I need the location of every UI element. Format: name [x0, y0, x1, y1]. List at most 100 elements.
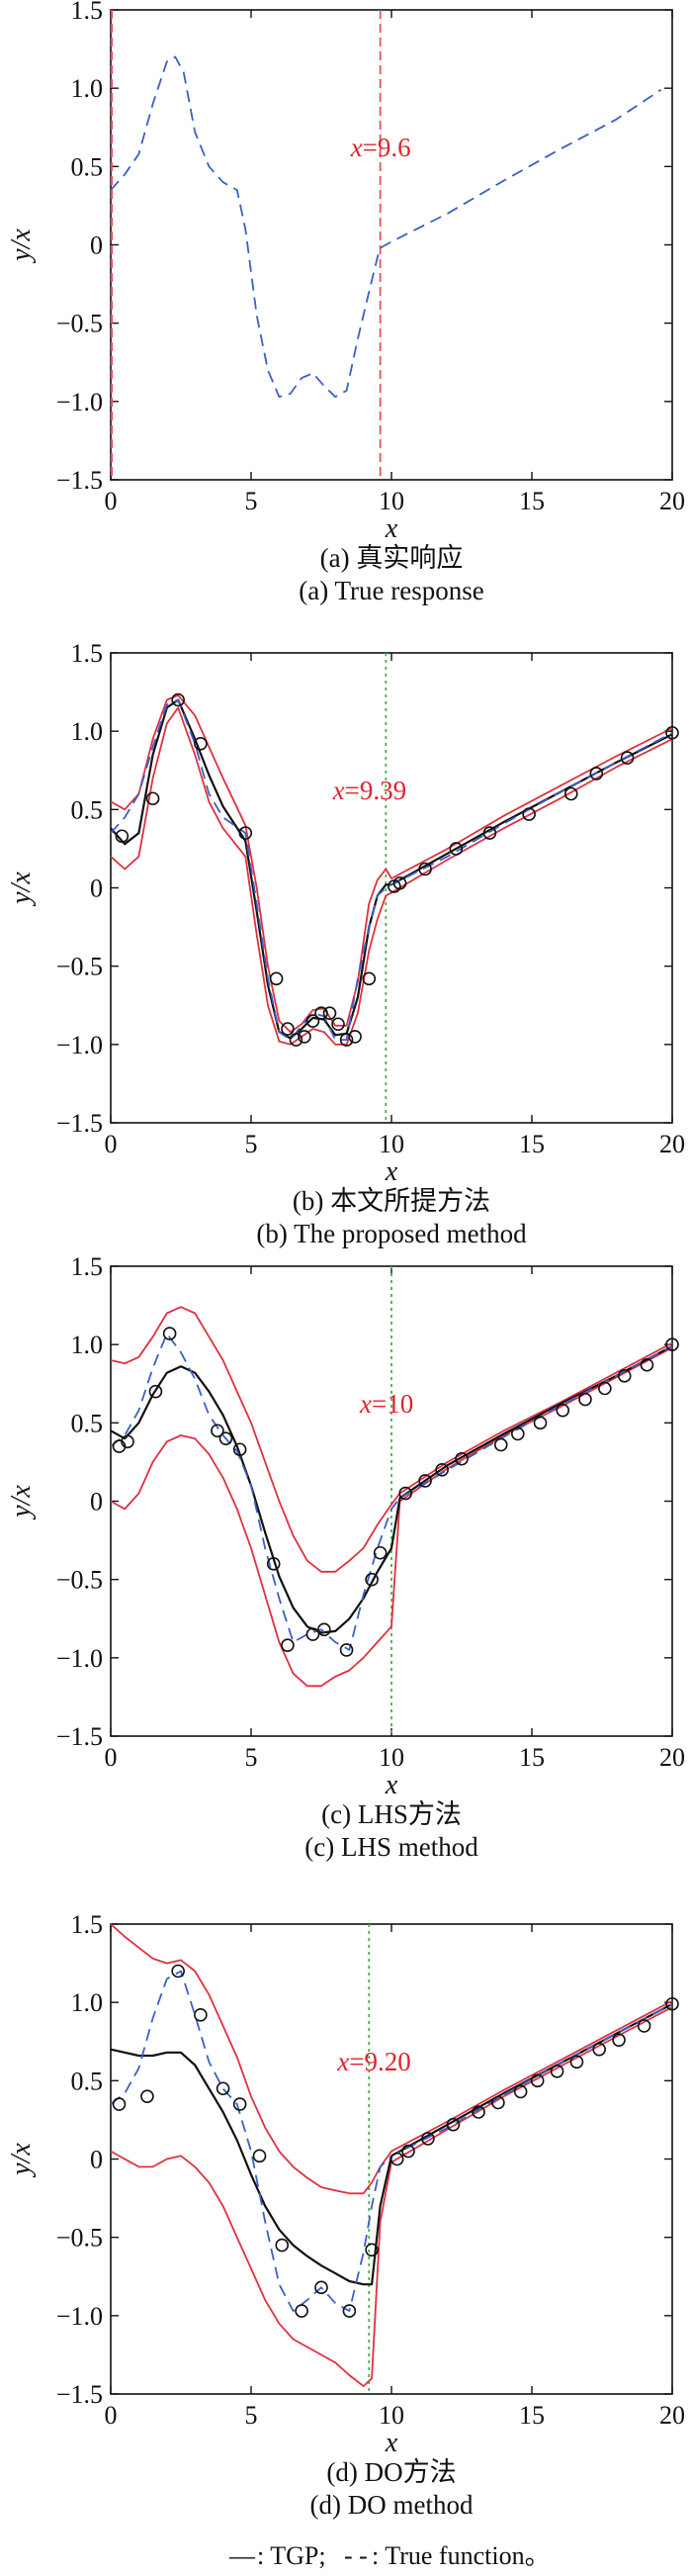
sample-point [115, 829, 130, 844]
y-axis-label: y/x [6, 1485, 37, 1520]
y-tick-label: 1.0 [71, 717, 104, 746]
sample-point [392, 875, 407, 890]
x-tick-label: 15 [519, 2401, 545, 2430]
sample-point [578, 1392, 592, 1407]
y-tick-label: 0.5 [71, 152, 104, 181]
sample-point [171, 1964, 185, 1978]
sample-point [563, 786, 578, 801]
y-tick-label: −1.0 [56, 388, 103, 416]
sample-point [418, 1474, 432, 1488]
sample-point [112, 2097, 127, 2111]
sample-point [216, 2081, 230, 2096]
sample-point [218, 1431, 233, 1445]
x-tick-label: 5 [245, 487, 258, 515]
sample-point [317, 1622, 331, 1637]
sample-point [665, 1996, 679, 2011]
chart-panel-3: 0 5 10 15 201.51.00.50−0.5−1.0−1.5xy/xx=10(c… [6, 1252, 685, 1862]
y-tick-label: −0.5 [56, 953, 103, 981]
sample-point [389, 2152, 404, 2166]
y-tick-label: 1.0 [71, 74, 104, 103]
sample-point [145, 791, 160, 806]
series-true-function [110, 1333, 673, 1651]
y-tick-label: −1.5 [56, 1109, 103, 1138]
caption-en: (c) LHS method [304, 1832, 478, 1862]
sample-point [665, 1337, 679, 1351]
y-tick-label: 1.5 [71, 1252, 104, 1281]
y-tick-label: 0 [90, 874, 103, 903]
sample-point [612, 2033, 626, 2047]
legend-true-symbol: - - [344, 2541, 368, 2570]
y-tick-label: −1.0 [56, 1031, 103, 1059]
sample-point [305, 1014, 320, 1028]
y-tick-label: 1.5 [71, 1910, 104, 1939]
sample-point [281, 1022, 295, 1036]
sample-point [550, 2065, 564, 2078]
y-axis-label: y/x [6, 229, 37, 264]
sample-point [342, 2304, 357, 2318]
x-axis-label: x [385, 1156, 398, 1187]
sample-point [493, 1437, 508, 1452]
y-tick-label: −1.0 [56, 2302, 103, 2331]
sample-point [331, 1017, 345, 1032]
y-tick-label: 0.5 [71, 2067, 104, 2095]
y-tick-label: −0.5 [56, 2224, 103, 2253]
sample-point [401, 2144, 415, 2159]
sample-point [491, 2095, 505, 2110]
x-tick-label: 10 [379, 1130, 404, 1158]
y-tick-label: −1.5 [56, 466, 103, 495]
sample-point [533, 1416, 548, 1430]
x-tick-label: 0 [105, 1743, 118, 1772]
y-tick-label: 0.5 [71, 795, 104, 824]
annotation-variable: x [336, 2047, 349, 2076]
x-axis-label: x [385, 2428, 398, 2458]
sample-point [637, 2019, 651, 2033]
y-tick-label: 1.5 [71, 0, 104, 25]
sample-point [365, 2243, 379, 2257]
threshold-annotation: x=9.20 [336, 2047, 410, 2076]
series-lower-bound [110, 2006, 673, 2387]
legend-tgp-text: : TGP; [257, 2541, 326, 2570]
sample-point [373, 1545, 388, 1560]
sample-point [455, 1451, 469, 1466]
x-axis-label: x [385, 513, 398, 544]
caption-zh: (d) DO方法 [326, 2457, 456, 2487]
sample-point [238, 826, 253, 840]
chart-panel-1: 0 5 10 15 201.51.00.50−0.5−1.0−1.5xy/xx=9.6(… [6, 0, 685, 605]
sample-point [232, 1442, 247, 1457]
sample-point [398, 1486, 413, 1501]
annotation-value: =9.39 [345, 776, 406, 805]
sample-point [482, 826, 497, 840]
x-tick-label: 10 [379, 487, 404, 515]
x-tick-label: 20 [659, 2401, 685, 2430]
sample-point [289, 1033, 303, 1047]
sample-point [530, 2073, 545, 2088]
sample-point [640, 1357, 654, 1372]
sample-point [275, 2238, 290, 2253]
legend: — : TGP; - - : True function。 [228, 2541, 551, 2570]
y-tick-label: −1.5 [56, 2380, 103, 2409]
x-tick-label: 0 [105, 1130, 118, 1158]
y-tick-label: −1.5 [56, 1722, 103, 1751]
chart-panel-2: 0 5 10 15 201.51.00.50−0.5−1.0−1.5xy/xx=9.39… [6, 639, 685, 1248]
series-lower-bound [110, 706, 673, 1046]
sample-point [522, 807, 536, 821]
sample-point [449, 842, 464, 856]
sample-point [589, 767, 604, 781]
caption-en: (d) DO method [310, 2490, 474, 2520]
y-tick-label: 0 [90, 231, 103, 260]
threshold-annotation: x=9.6 [350, 133, 411, 162]
series-tgp [110, 698, 673, 1040]
annotation-variable: x [350, 133, 363, 162]
x-tick-label: 5 [245, 2401, 258, 2430]
chart-panels: 0 5 10 15 201.51.00.50−0.5−1.0−1.5xy/xx=9.6(… [6, 0, 685, 2520]
sample-point [620, 751, 635, 765]
threshold-annotation: x=9.39 [332, 776, 406, 805]
x-tick-label: 0 [105, 2401, 118, 2430]
sample-point [435, 1463, 449, 1477]
series-upper-bound [110, 1923, 673, 2195]
x-tick-label: 15 [519, 1130, 545, 1158]
sample-point [339, 1033, 354, 1047]
annotation-value: =9.6 [363, 133, 411, 162]
caption-en: (a) True response [299, 576, 483, 605]
sample-point [211, 1424, 224, 1438]
